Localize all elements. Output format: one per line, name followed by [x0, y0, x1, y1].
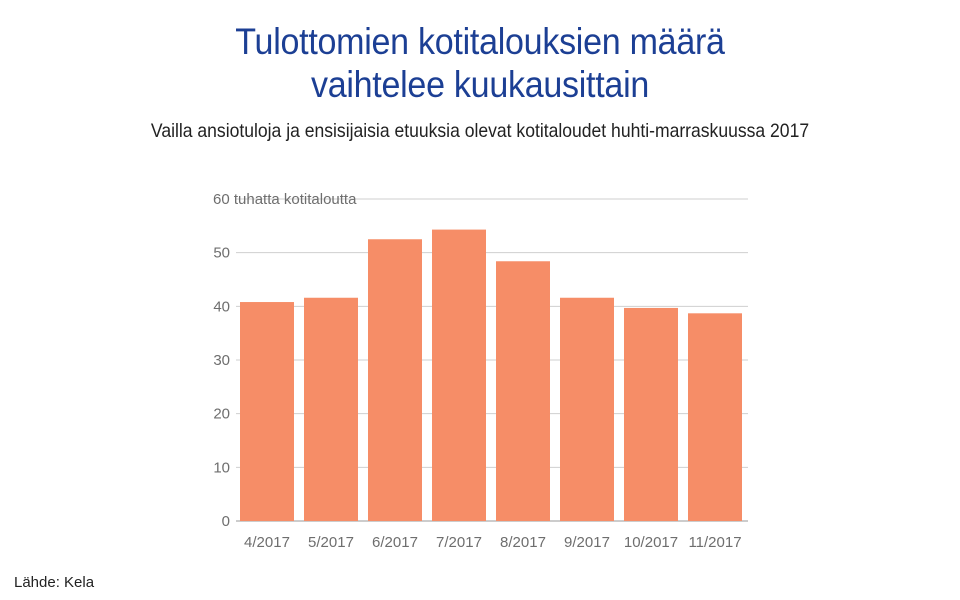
bar: [688, 313, 742, 521]
bar: [304, 297, 358, 521]
bar: [624, 307, 678, 521]
chart-title-line-1: Tulottomien kotitalouksien määrä: [235, 21, 725, 62]
bar: [496, 261, 550, 521]
y-tick-label: 50: [213, 245, 230, 262]
bar: [432, 229, 486, 521]
x-tick-label: 7/2017: [436, 534, 482, 551]
x-tick-label: 6/2017: [372, 534, 418, 551]
x-tick-label: 4/2017: [244, 534, 290, 551]
chart-title-line-2: vaihtelee kuukausittain: [310, 64, 650, 105]
x-tick-label: 11/2017: [688, 534, 741, 551]
bar: [560, 297, 614, 521]
x-tick-label: 5/2017: [308, 534, 354, 551]
bar: [240, 302, 294, 521]
chart-subtitle: Vailla ansiotuloja ja ensisijaisia etuuk…: [150, 120, 810, 142]
y-tick-label: 0: [222, 513, 230, 530]
source-note: Lähde: Kela: [14, 574, 95, 591]
y-axis-label: 60 tuhatta kotitaloutta: [213, 191, 357, 208]
x-tick-label: 9/2017: [564, 534, 610, 551]
chart-title: Tulottomien kotitalouksien määrä vaihtel…: [38, 20, 921, 106]
y-tick-label: 20: [213, 406, 230, 423]
y-tick-label: 30: [213, 352, 230, 369]
y-tick-label: 10: [213, 459, 230, 476]
x-tick-label: 8/2017: [500, 534, 546, 551]
bar: [368, 239, 422, 521]
y-tick-label: 40: [213, 298, 230, 315]
axis-labels: 0 10 20 30 40 50 60 tuhatta kotitaloutta 4/2017…: [213, 191, 742, 551]
bars: [240, 229, 742, 521]
x-tick-label: 10/2017: [624, 534, 678, 551]
